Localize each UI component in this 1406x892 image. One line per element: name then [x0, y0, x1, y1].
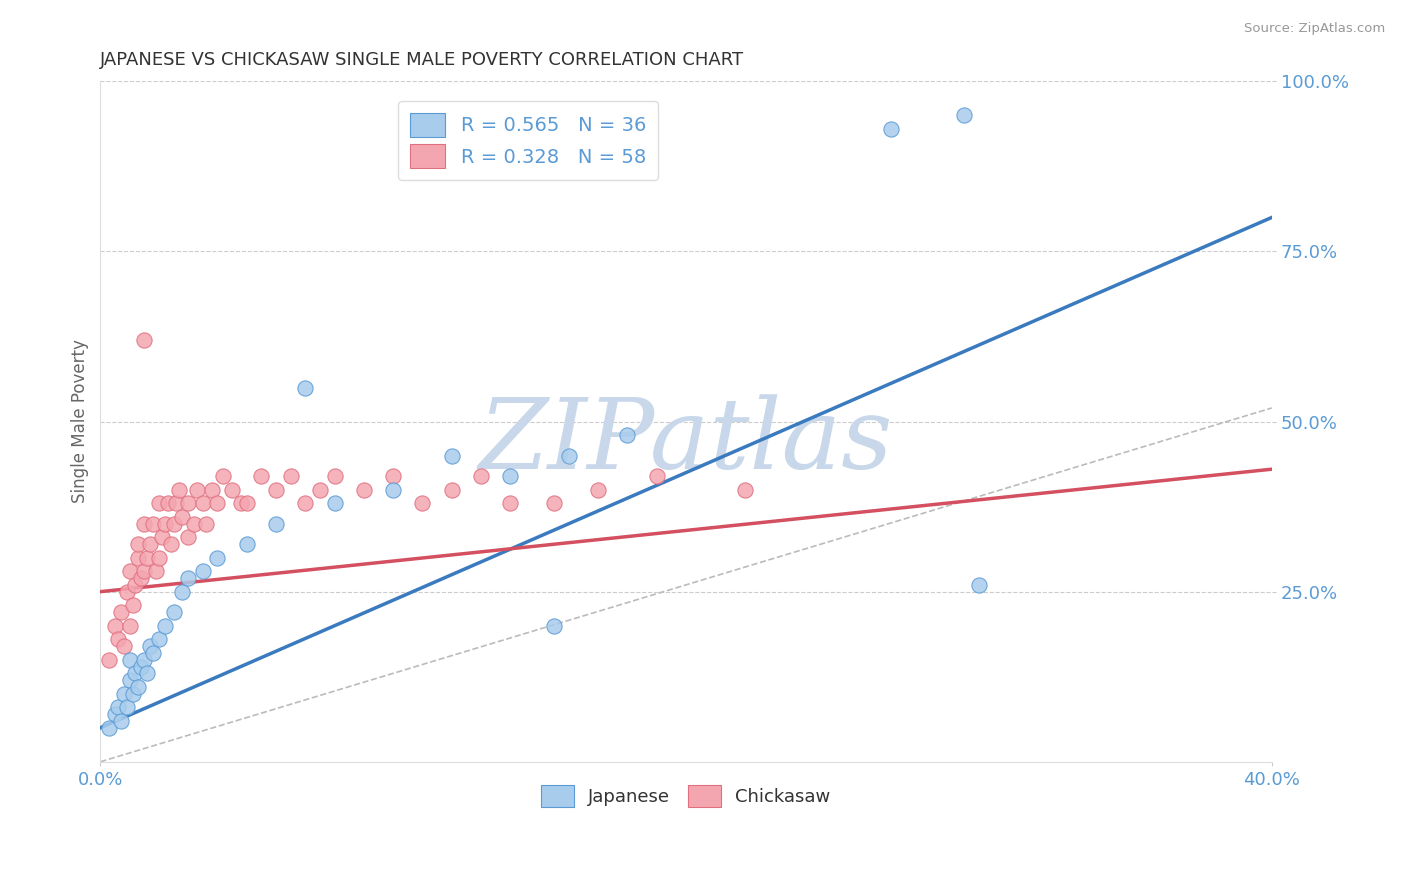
Point: [558, 449, 581, 463]
Point: [499, 469, 522, 483]
Point: [212, 469, 235, 483]
Point: [440, 483, 463, 497]
Point: [121, 599, 143, 613]
Point: [110, 714, 132, 728]
Point: [201, 483, 224, 497]
Point: [309, 483, 332, 497]
Point: [880, 122, 903, 136]
Point: [104, 618, 127, 632]
Point: [115, 700, 138, 714]
Point: [264, 516, 287, 531]
Point: [136, 550, 159, 565]
Point: [236, 537, 259, 551]
Point: [183, 516, 205, 531]
Point: [118, 673, 141, 687]
Point: [172, 509, 194, 524]
Point: [967, 578, 990, 592]
Point: [153, 516, 176, 531]
Point: [153, 618, 176, 632]
Point: [280, 469, 302, 483]
Point: [142, 646, 165, 660]
Point: [207, 496, 229, 510]
Point: [127, 680, 149, 694]
Point: [148, 550, 170, 565]
Point: [207, 550, 229, 565]
Point: [134, 564, 156, 578]
Point: [159, 537, 181, 551]
Point: [131, 571, 153, 585]
Point: [236, 496, 259, 510]
Point: [148, 632, 170, 647]
Point: [112, 687, 135, 701]
Point: [177, 496, 200, 510]
Point: [499, 496, 522, 510]
Point: [616, 428, 638, 442]
Point: [127, 537, 149, 551]
Point: [169, 483, 191, 497]
Point: [134, 333, 156, 347]
Point: [107, 632, 129, 647]
Point: [323, 496, 346, 510]
Point: [139, 537, 162, 551]
Point: [229, 496, 252, 510]
Text: Source: ZipAtlas.com: Source: ZipAtlas.com: [1244, 22, 1385, 36]
Y-axis label: Single Male Poverty: Single Male Poverty: [72, 340, 89, 503]
Point: [134, 653, 156, 667]
Point: [121, 687, 143, 701]
Point: [221, 483, 243, 497]
Point: [107, 700, 129, 714]
Point: [139, 639, 162, 653]
Text: ZIPatlas: ZIPatlas: [479, 394, 893, 490]
Point: [382, 469, 405, 483]
Point: [115, 584, 138, 599]
Point: [294, 496, 316, 510]
Point: [142, 516, 165, 531]
Point: [586, 483, 609, 497]
Point: [177, 571, 200, 585]
Point: [166, 496, 188, 510]
Point: [134, 516, 156, 531]
Point: [131, 659, 153, 673]
Point: [440, 449, 463, 463]
Point: [112, 639, 135, 653]
Point: [148, 496, 170, 510]
Point: [145, 564, 167, 578]
Point: [177, 530, 200, 544]
Point: [98, 721, 121, 735]
Point: [194, 516, 217, 531]
Legend: Japanese, Chickasaw: Japanese, Chickasaw: [534, 778, 838, 814]
Point: [118, 618, 141, 632]
Point: [411, 496, 433, 510]
Point: [186, 483, 208, 497]
Text: JAPANESE VS CHICKASAW SINGLE MALE POVERTY CORRELATION CHART: JAPANESE VS CHICKASAW SINGLE MALE POVERT…: [100, 51, 744, 69]
Point: [172, 584, 194, 599]
Point: [382, 483, 405, 497]
Point: [323, 469, 346, 483]
Point: [156, 496, 179, 510]
Point: [162, 516, 184, 531]
Point: [191, 496, 214, 510]
Point: [124, 666, 146, 681]
Point: [110, 605, 132, 619]
Point: [734, 483, 756, 497]
Point: [127, 550, 149, 565]
Point: [118, 564, 141, 578]
Point: [98, 653, 121, 667]
Point: [162, 605, 184, 619]
Point: [250, 469, 273, 483]
Point: [645, 469, 668, 483]
Point: [264, 483, 287, 497]
Point: [124, 578, 146, 592]
Point: [191, 564, 214, 578]
Point: [470, 469, 492, 483]
Point: [118, 653, 141, 667]
Point: [104, 707, 127, 722]
Point: [543, 618, 565, 632]
Point: [294, 380, 316, 394]
Point: [543, 496, 565, 510]
Point: [150, 530, 173, 544]
Point: [136, 666, 159, 681]
Point: [353, 483, 375, 497]
Point: [953, 108, 976, 122]
